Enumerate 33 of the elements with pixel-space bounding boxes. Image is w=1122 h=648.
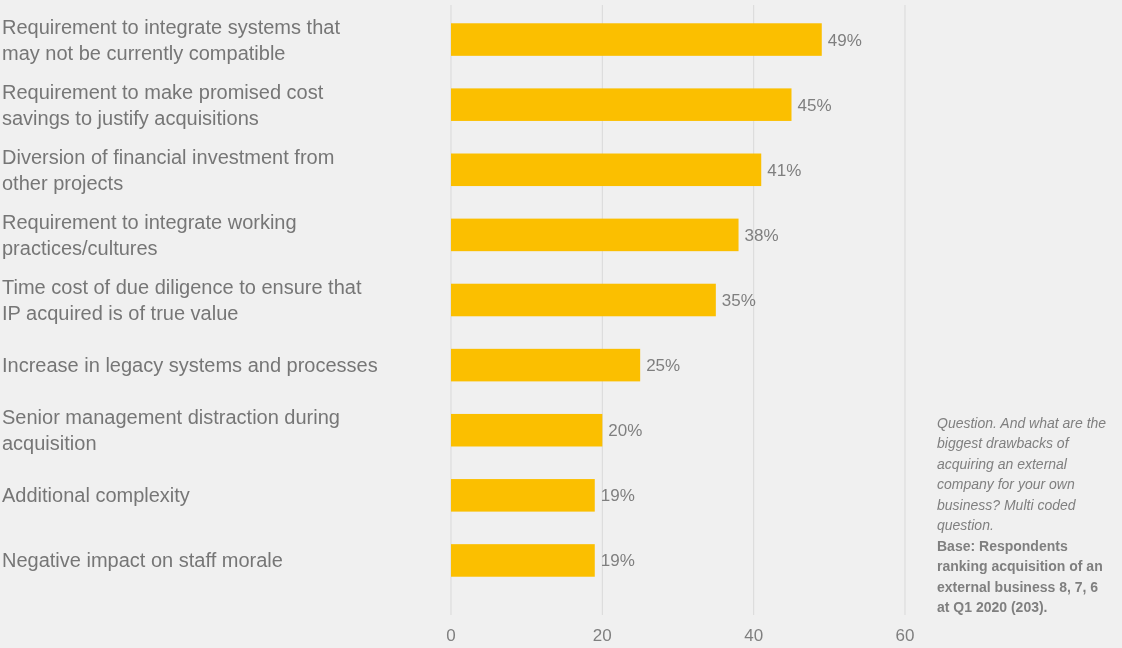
y-tick-label: Requirement to make promised cost savings to justify acquisitions [2,80,324,129]
bar [451,348,641,382]
data-label: 20% [608,421,643,441]
data-label: 45% [797,95,832,115]
y-tick-label: Increase in legacy systems and processes [2,354,378,377]
x-tick-label: 0 [446,626,456,645]
data-label: 19% [600,486,635,506]
bar [451,218,739,252]
bar [451,479,595,512]
data-label: 25% [646,356,681,376]
y-tick-label: Requirement to integrate working practices/cultures [2,210,297,259]
y-tick-label: Additional complexity [2,484,190,507]
data-label: 41% [767,160,802,180]
bar [451,544,595,577]
x-tick-label: 40 [744,626,764,645]
text: Base: Respondents ranking acquisition of an external business 8, 7, 6 at Q1 2020 (203). [937,537,1103,615]
bar [451,23,822,56]
x-tick-label: 60 [895,626,915,645]
data-label: 49% [827,30,862,50]
x-tick-label: 20 [592,626,612,645]
bar [451,413,603,447]
y-tick-label: Senior management distraction during acquisition [2,406,340,455]
data-label: 38% [744,225,779,245]
data-label: 35% [721,290,756,310]
y-tick-label: Time cost of due diligence to ensure that IP acquired is of true value [2,276,362,324]
bar [451,283,716,317]
text: Question. And what are the biggest drawbacks of acquiring an external company for your own business? Multi coded question. [937,414,1107,533]
bar [451,153,762,187]
y-tick-label: Negative impact on staff morale [2,549,283,572]
data-label: 19% [600,551,635,571]
y-tick-label: Diversion of financial investment from other projects [2,145,335,194]
bar [451,88,792,121]
y-tick-label: Requirement to integrate systems that may not be currently compatible [2,15,341,64]
